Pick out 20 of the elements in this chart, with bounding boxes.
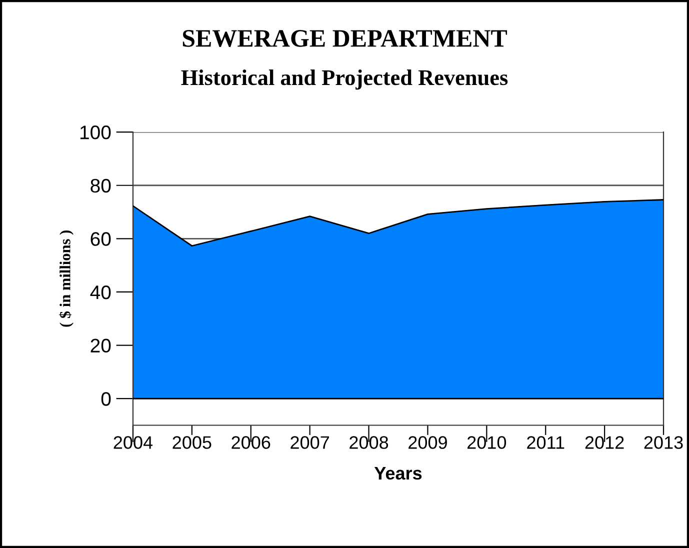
chart-subtitle: Historical and Projected Revenues bbox=[181, 70, 508, 90]
x-tick-label: 2012 bbox=[585, 436, 624, 449]
x-tick-label: 2008 bbox=[350, 436, 388, 449]
x-axis-title: Years bbox=[374, 467, 422, 480]
y-tick-label: 40 bbox=[90, 285, 111, 300]
x-tick-label: 2013 bbox=[644, 436, 683, 449]
y-tick-label: 80 bbox=[90, 178, 111, 193]
y-tick-label: 20 bbox=[90, 338, 111, 353]
x-tick-label: 2005 bbox=[172, 436, 212, 449]
x-tick-label: 2010 bbox=[467, 436, 506, 449]
y-tick-label: 100 bbox=[80, 126, 111, 140]
x-tick-label: 2004 bbox=[114, 436, 153, 449]
y-tick-label: 0 bbox=[101, 392, 111, 406]
x-tick-label: 2009 bbox=[408, 436, 447, 449]
chart-title: SEWERAGE DEPARTMENT bbox=[182, 30, 508, 47]
x-tick-label: 2007 bbox=[290, 436, 329, 449]
y-tick-label: 60 bbox=[90, 232, 111, 246]
x-tick-label: 2006 bbox=[232, 436, 270, 449]
x-tick-label: 2011 bbox=[527, 436, 564, 449]
y-axis-title: ( $ in millions ) bbox=[59, 230, 74, 327]
